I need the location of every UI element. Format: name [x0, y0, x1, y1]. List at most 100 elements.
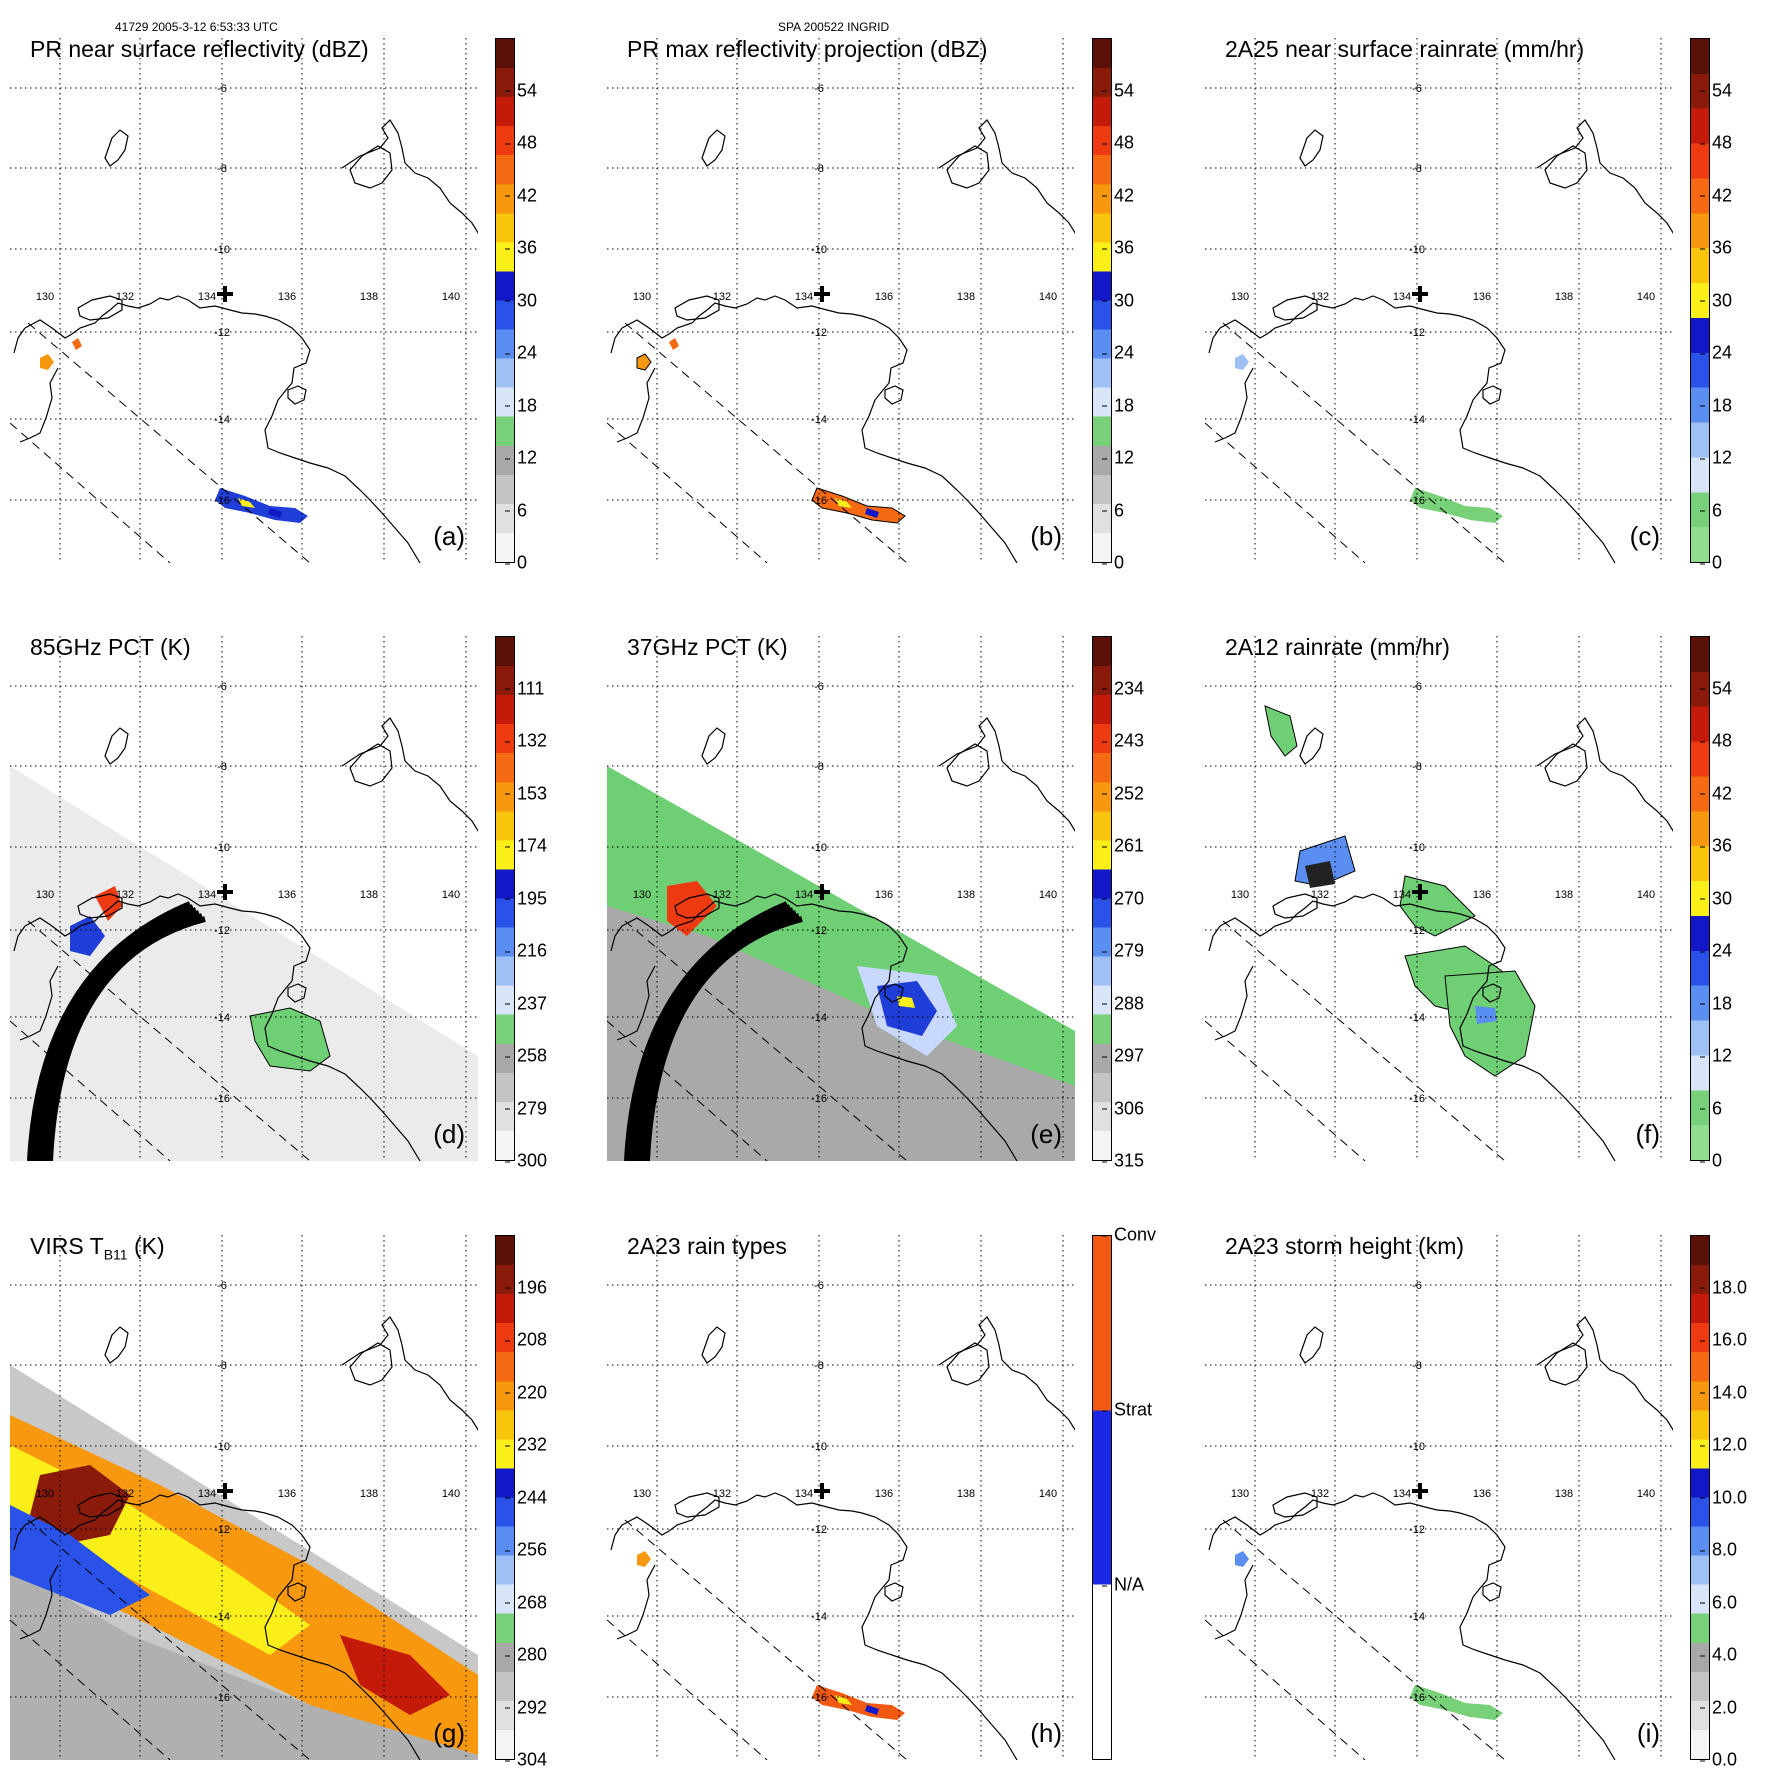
- colorbar-tick-label: Strat: [1101, 1399, 1153, 1420]
- colorbar-tick-label: 16.0: [1699, 1329, 1748, 1350]
- lon-label: 130: [36, 291, 54, 303]
- lon-label: 138: [1555, 1488, 1573, 1500]
- lon-label: 138: [957, 291, 975, 303]
- colorbar-tick-label: 6: [1101, 500, 1125, 520]
- rain-echo-band: [1410, 1685, 1503, 1720]
- colorbar-tick-label: 36: [504, 237, 538, 258]
- colorbar-tick-label: 315: [1101, 1150, 1145, 1171]
- panel-title-text: 85GHz PCT (K): [30, 634, 191, 660]
- panel-title: PR near surface reflectivity (dBZ): [30, 36, 369, 63]
- coastal-echo: [636, 353, 652, 371]
- coastline: [610, 1316, 1075, 1760]
- panel-label: (h): [1030, 1718, 1062, 1748]
- colorbar-tick-label: 36: [1699, 237, 1733, 258]
- lat-label: -14: [1409, 1611, 1425, 1623]
- panel-label: (f): [1635, 1119, 1660, 1149]
- map-area: 130 132 134 136 138 140 -6 -8 -10 -12 -14 -16: [1205, 636, 1673, 1161]
- panel-d: 130 132 134 136 138 140 -6 -8 -10 -12 -14 -16 85GHz …: [0, 628, 575, 1188]
- panel-title: PR max reflectivity projection (dBZ): [627, 36, 987, 63]
- panel-label: (i): [1636, 1718, 1660, 1748]
- coastline: [13, 1316, 478, 1760]
- lat-label: -12: [811, 327, 827, 339]
- rain-echo-band: [812, 1685, 905, 1720]
- lon-label: 136: [278, 291, 296, 303]
- colorbar-tick-label: 279: [504, 1098, 548, 1118]
- lon-label: 138: [360, 1488, 378, 1500]
- coastal-echo: [637, 1551, 651, 1567]
- panel-title-text: 2A25 near surface rainrate (mm/hr): [1225, 36, 1585, 62]
- storm-center-marker: [1412, 1483, 1428, 1499]
- colorbar-tick-label: 54: [1699, 678, 1733, 698]
- panel-title-text: 2A12 rainrate (mm/hr): [1225, 634, 1450, 660]
- lat-label: -8: [217, 1360, 227, 1372]
- colorbar-tick-label: 42: [504, 185, 538, 205]
- lon-label: 136: [278, 889, 296, 901]
- map-area: 130 132 134 136 138 140 -6 -8 -10 -12 -14 -16: [1205, 1235, 1673, 1760]
- colorbar-ticks: 18.0 16.0 14.0 12.0 10.0 8.0 6.0 4.0 2.0 0.0: [1699, 1235, 1770, 1770]
- colorbar-tick-label: 0: [1101, 552, 1125, 573]
- lon-label: 136: [278, 1488, 296, 1500]
- lat-label: -10: [1409, 842, 1425, 854]
- panel-title: 2A23 storm height (km): [1225, 1233, 1464, 1260]
- lat-label: -6: [217, 83, 227, 95]
- map-plot: 130 132 134 136 138 140 -6 -8 -10 -12 -14 -16: [1205, 636, 1673, 1161]
- lon-label: 130: [1231, 291, 1249, 303]
- rain-echo-core: [865, 508, 879, 518]
- orbit-header: 41729 2005-3-12 6:53:33 UTC: [115, 20, 278, 34]
- lat-label: -14: [811, 414, 827, 426]
- lat-label: -6: [814, 83, 824, 95]
- lon-label: 140: [442, 889, 460, 901]
- colorbar-tick-label: 18: [1101, 395, 1135, 415]
- lon-label: 138: [957, 889, 975, 901]
- lon-label: 132: [116, 1488, 134, 1500]
- coastal-echo: [1235, 1551, 1249, 1567]
- storm-center-marker: [1412, 884, 1428, 900]
- colorbar-tick-label: 0: [1699, 1150, 1723, 1171]
- colorbar-tick-label: 4.0: [1699, 1644, 1738, 1665]
- colorbar-tick-label: N/A: [1101, 1574, 1145, 1595]
- pr-swath-edges: [10, 1519, 311, 1760]
- lat-label: -10: [214, 842, 230, 854]
- panel-title: 2A23 rain types: [627, 1233, 787, 1260]
- panel-title: 37GHz PCT (K): [627, 634, 788, 661]
- lon-label: 132: [116, 291, 134, 303]
- panel-g: 130 132 134 136 138 140 -6 -8 -10 -12 -14 -16 VIRS T…: [0, 1227, 575, 1787]
- lon-label: 134: [198, 291, 216, 303]
- colorbar-tick-label: 30: [1101, 290, 1135, 310]
- colorbar-tick-label: 300: [504, 1150, 548, 1171]
- lat-label: -6: [1412, 83, 1422, 95]
- map-area: 130 132 134 136 138 140 -6 -8 -10 -12 -14 -16: [607, 38, 1075, 563]
- lat-label: -14: [214, 1012, 230, 1024]
- panel-title: 2A12 rainrate (mm/hr): [1225, 634, 1450, 661]
- lon-label: 134: [1393, 889, 1411, 901]
- panel-e: 130 132 134 136 138 140 -6 -8 -10 -12 -14 -16 37GHz …: [597, 628, 1172, 1188]
- colorbar-tick-label: 174: [504, 835, 548, 856]
- panel-title-text: PR max reflectivity projection (dBZ): [627, 36, 988, 62]
- storm-center-marker: [217, 884, 233, 900]
- colorbar-tick-label: 2.0: [1699, 1697, 1738, 1717]
- colorbar-tick-label: 12: [504, 447, 538, 468]
- lat-label: -6: [1412, 1280, 1422, 1292]
- ice-scattering-region: [70, 916, 105, 956]
- colorbar-tick-label: 12: [1699, 447, 1733, 468]
- colorbar-tick-label: 42: [1101, 185, 1135, 205]
- colorbar-tick-label: 12: [1101, 447, 1135, 468]
- colorbar-tick-label: 111: [504, 678, 545, 698]
- lat-label: -6: [217, 681, 227, 693]
- coastline: [610, 717, 1075, 1161]
- lon-label: 130: [36, 889, 54, 901]
- colorbar-tick-label: 258: [504, 1045, 548, 1066]
- panel-title-units: (K): [127, 1233, 165, 1259]
- rain-echo-core: [865, 1705, 879, 1715]
- colorbar-ticks: 54 48 42 36 30 24 18 12 6 0: [1699, 38, 1770, 573]
- map-plot: 130 132 134 136 138 140 -6 -8 -10 -12 -14 -16: [607, 38, 1075, 563]
- coldest-cloud-tops: [30, 1465, 130, 1545]
- panel-b: 130 132 134 136 138 140 -6 -8 -10 -12 -14 -16 PR max…: [597, 30, 1172, 590]
- lat-label: -6: [814, 681, 824, 693]
- colorbar-tick-label: 132: [504, 730, 548, 751]
- colorbar-tick-label: 6: [1699, 1098, 1723, 1118]
- panel-title-text: 2A23 rain types: [627, 1233, 787, 1259]
- colorbar-tick-label: 54: [1699, 80, 1733, 100]
- colorbar-ticks: 54 48 42 36 30 24 18 12 6 0: [504, 38, 575, 573]
- rain-echo-core: [835, 498, 852, 508]
